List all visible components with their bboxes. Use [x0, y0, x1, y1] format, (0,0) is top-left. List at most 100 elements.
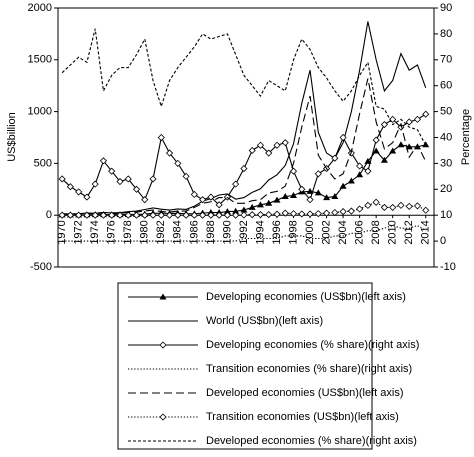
diamond-marker	[372, 136, 380, 144]
diamond-marker	[339, 208, 347, 216]
x-tick-label: 1972	[73, 220, 85, 244]
diamond-marker	[199, 196, 207, 204]
diamond-marker	[91, 211, 99, 219]
diamond-marker	[190, 190, 198, 199]
diamond-marker	[124, 211, 132, 219]
diamond-marker	[99, 211, 108, 219]
diamond-marker	[306, 210, 314, 218]
y2-tick-label: 60	[440, 80, 452, 92]
x-tick-label: 2012	[403, 220, 415, 244]
y2-tick-label: 90	[440, 2, 452, 14]
x-tick-label: 1988	[205, 220, 217, 244]
diamond-marker	[364, 201, 372, 209]
diamond-marker	[207, 211, 215, 219]
diamond-marker	[141, 196, 149, 204]
diamond-marker	[331, 154, 339, 162]
triangle-marker	[397, 141, 405, 148]
diamond-marker	[298, 210, 306, 218]
y2-tick-label: 80	[440, 28, 452, 40]
diamond-marker	[347, 207, 355, 215]
triangle-marker	[356, 171, 364, 178]
triangle-marker	[273, 196, 281, 203]
y2-tick-label: 40	[440, 131, 452, 143]
diamond-marker	[289, 167, 298, 175]
y-axis-label: US$billion	[6, 112, 18, 162]
diamond-marker	[159, 341, 167, 349]
x-tick-label: 1994	[254, 220, 266, 244]
diamond-marker	[356, 205, 364, 213]
triangle-marker	[248, 203, 256, 210]
y2-tick-label: -10	[440, 261, 456, 273]
diamond-marker	[149, 211, 157, 219]
legend-label: Transition economies (% share)(right axi…	[206, 363, 412, 375]
diamond-marker	[248, 211, 256, 219]
legend-label: Developed economies (US$bn)(left axis)	[206, 387, 403, 399]
diamond-marker	[190, 211, 198, 219]
triangle-marker	[290, 192, 298, 199]
x-tick-label: 1976	[106, 220, 118, 244]
triangle-marker	[347, 177, 355, 184]
diamond-marker	[389, 115, 397, 123]
diamond-marker	[99, 157, 108, 165]
series-line	[62, 21, 427, 215]
series-line	[61, 113, 427, 206]
x-tick-label: 1992	[238, 220, 250, 244]
y2-axis-label: Percentage	[460, 109, 472, 165]
diamond-marker	[91, 180, 99, 188]
triangle-marker	[339, 182, 347, 189]
diamond-marker	[380, 120, 388, 129]
diamond-marker	[314, 170, 322, 178]
diamond-marker	[124, 175, 132, 183]
diamond-marker	[232, 180, 240, 188]
diamond-marker	[66, 183, 74, 191]
series-line	[62, 201, 426, 216]
diamond-marker	[422, 206, 430, 214]
x-tick-label: 1984	[172, 220, 184, 244]
y2-tick-label: 20	[440, 183, 452, 195]
diamond-marker	[405, 202, 413, 210]
y-tick-label: 2000	[28, 2, 52, 14]
y-tick-label: 1000	[28, 106, 52, 118]
diamond-marker	[281, 139, 289, 147]
diamond-marker	[58, 211, 66, 219]
diamond-marker	[108, 211, 116, 219]
diamond-marker	[159, 413, 167, 421]
triangle-marker	[323, 194, 331, 201]
diamond-marker	[132, 211, 141, 219]
diamond-marker	[223, 211, 231, 219]
triangle-marker	[380, 156, 388, 163]
diamond-marker	[215, 201, 223, 209]
y2-tick-label: 50	[440, 106, 452, 118]
diamond-marker	[306, 196, 314, 204]
diamond-marker	[273, 141, 281, 149]
diamond-marker	[248, 146, 256, 155]
x-tick-label: 1996	[271, 220, 283, 244]
triangle-marker	[331, 193, 339, 200]
diamond-marker	[232, 211, 240, 219]
diamond-marker	[256, 211, 265, 219]
diamond-marker	[281, 209, 289, 217]
y2-tick-label: 0	[440, 235, 446, 247]
x-tick-label: 1978	[122, 220, 134, 244]
x-tick-label: 1982	[155, 220, 167, 244]
triangle-marker	[256, 201, 264, 208]
diamond-marker	[165, 149, 174, 157]
x-tick-label: 2002	[320, 220, 332, 244]
x-tick-label: 1974	[89, 220, 101, 244]
series-line	[61, 28, 427, 146]
diamond-marker	[165, 211, 174, 219]
diamond-marker	[75, 188, 83, 196]
x-tick-label: 2000	[304, 220, 316, 244]
diamond-marker	[356, 162, 364, 170]
diamond-marker	[298, 185, 306, 193]
diamond-marker	[314, 210, 322, 218]
plot-area	[58, 21, 430, 242]
diamond-marker	[83, 211, 91, 219]
y2-tick-label: 70	[440, 54, 452, 66]
y2-tick-label: 30	[440, 157, 452, 169]
legend-label: Developing economies (% share)(right axi…	[206, 339, 419, 351]
y-tick-label: 1500	[28, 54, 52, 66]
diamond-marker	[265, 211, 273, 219]
legend-label: Developed economies (% share)(right axis…	[206, 435, 417, 447]
triangle-marker	[265, 199, 273, 206]
